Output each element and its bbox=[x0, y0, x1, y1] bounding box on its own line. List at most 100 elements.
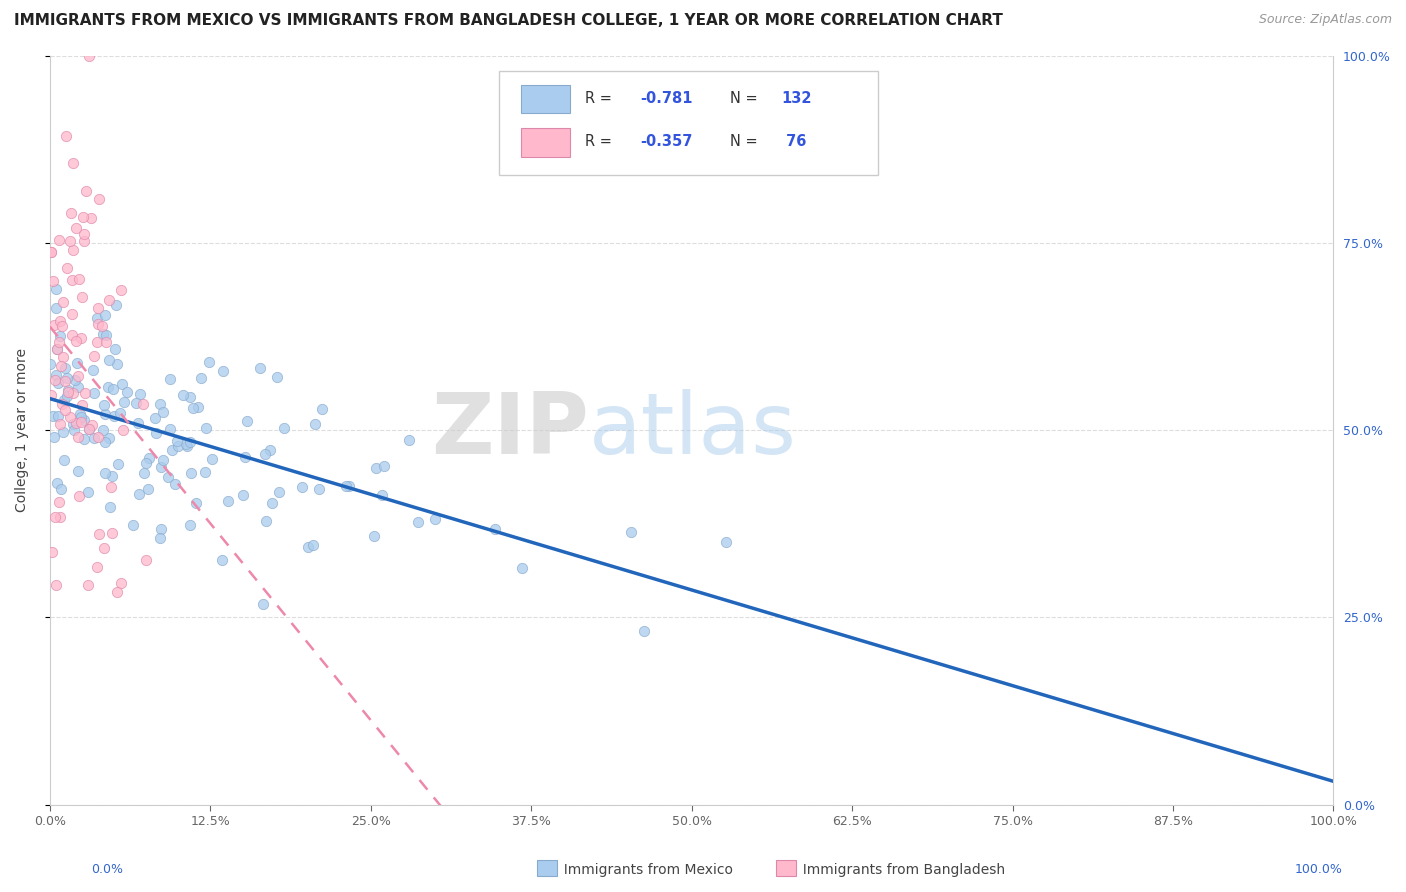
Point bbox=[55, 129, 77, 144]
Point bbox=[304, 417, 326, 431]
Point bbox=[484, 522, 506, 536]
Point bbox=[56, 389, 79, 403]
Point bbox=[53, 403, 76, 417]
Point bbox=[48, 314, 70, 328]
Point bbox=[211, 553, 233, 567]
Text: R =: R = bbox=[585, 91, 617, 106]
Point bbox=[67, 489, 90, 503]
Point bbox=[260, 496, 283, 510]
Point bbox=[366, 461, 388, 475]
Point bbox=[105, 298, 128, 312]
Point bbox=[83, 386, 105, 401]
Point bbox=[143, 410, 166, 425]
Point bbox=[66, 464, 89, 478]
FancyBboxPatch shape bbox=[520, 85, 569, 113]
Point bbox=[44, 373, 66, 387]
Point bbox=[42, 318, 65, 332]
Point bbox=[174, 437, 197, 451]
Point bbox=[53, 361, 76, 376]
Point bbox=[172, 387, 194, 401]
Point bbox=[56, 371, 79, 385]
Point bbox=[65, 356, 87, 370]
Point bbox=[73, 234, 96, 248]
Point bbox=[101, 526, 124, 541]
Point bbox=[179, 518, 201, 533]
Point bbox=[72, 210, 94, 224]
Point bbox=[249, 360, 271, 375]
Point bbox=[233, 450, 256, 465]
Point bbox=[70, 415, 93, 429]
Point bbox=[49, 483, 72, 497]
Point bbox=[48, 233, 70, 247]
Point bbox=[138, 450, 160, 465]
Point bbox=[53, 392, 76, 407]
Point bbox=[46, 476, 69, 491]
Point bbox=[62, 417, 84, 431]
Text: N =: N = bbox=[730, 135, 758, 149]
Point bbox=[111, 376, 134, 391]
Point bbox=[70, 409, 93, 424]
Point bbox=[149, 531, 172, 545]
Point bbox=[39, 357, 62, 371]
Point bbox=[291, 480, 314, 494]
Text: R =: R = bbox=[585, 135, 617, 149]
Point bbox=[94, 466, 117, 480]
Text: atlas: atlas bbox=[589, 389, 797, 472]
Point bbox=[110, 283, 132, 297]
FancyBboxPatch shape bbox=[499, 70, 877, 176]
Point bbox=[97, 380, 120, 394]
Point bbox=[82, 362, 104, 376]
Text: -0.357: -0.357 bbox=[640, 135, 693, 149]
Point bbox=[408, 515, 430, 529]
Point bbox=[176, 439, 198, 453]
Point bbox=[58, 384, 80, 398]
Point bbox=[145, 425, 167, 440]
Point bbox=[156, 470, 179, 484]
Point bbox=[716, 535, 738, 549]
Point bbox=[103, 382, 125, 396]
Point bbox=[83, 431, 105, 445]
Point bbox=[160, 442, 183, 457]
Point bbox=[55, 261, 77, 276]
Point bbox=[42, 430, 65, 444]
Point bbox=[75, 184, 97, 198]
Point bbox=[79, 211, 101, 226]
Point bbox=[100, 468, 122, 483]
Point bbox=[70, 398, 93, 412]
Point bbox=[60, 328, 83, 343]
Point bbox=[62, 243, 84, 257]
Point bbox=[110, 576, 132, 591]
Text: 76: 76 bbox=[782, 135, 807, 149]
Point bbox=[87, 317, 110, 331]
Text: 132: 132 bbox=[782, 91, 813, 106]
Point bbox=[211, 364, 233, 378]
Point bbox=[297, 540, 319, 554]
Point bbox=[311, 402, 333, 417]
Point bbox=[125, 395, 148, 409]
Point bbox=[165, 476, 187, 491]
Point bbox=[128, 387, 150, 401]
Point bbox=[46, 376, 69, 390]
Point bbox=[152, 404, 174, 418]
Point bbox=[302, 538, 325, 552]
Point bbox=[91, 319, 114, 334]
Point bbox=[41, 545, 63, 559]
Point bbox=[335, 479, 357, 493]
Point bbox=[620, 524, 643, 539]
Point bbox=[308, 483, 330, 497]
Point bbox=[97, 293, 120, 307]
Point bbox=[60, 273, 83, 287]
Point bbox=[166, 434, 188, 448]
Point bbox=[77, 48, 100, 62]
Point bbox=[373, 458, 395, 473]
Point bbox=[86, 334, 108, 349]
Point bbox=[60, 307, 83, 321]
Point bbox=[58, 234, 80, 248]
Point bbox=[76, 578, 98, 592]
Point bbox=[53, 453, 76, 467]
Point bbox=[94, 328, 117, 343]
Point bbox=[217, 493, 239, 508]
Point bbox=[66, 429, 89, 443]
Point bbox=[82, 417, 104, 432]
Text: -0.781: -0.781 bbox=[640, 91, 693, 106]
